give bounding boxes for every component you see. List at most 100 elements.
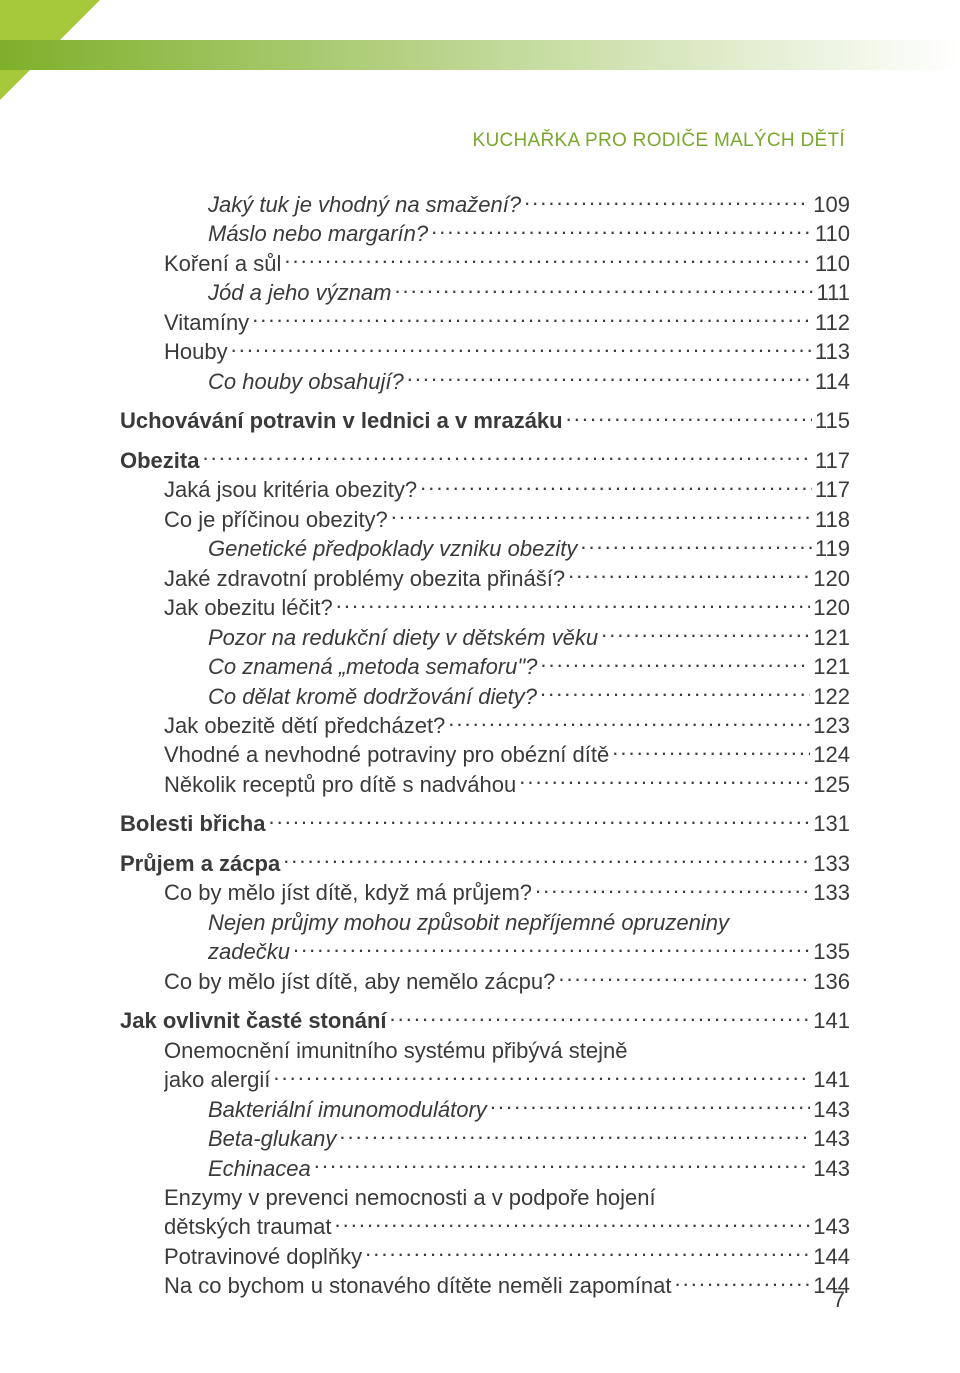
toc-page: 117 [815,475,850,504]
toc-dots [580,534,812,556]
toc-dots [407,367,812,389]
toc-page: 110 [815,219,850,248]
toc-dots [314,1154,811,1176]
toc-page: 124 [813,740,850,769]
toc-page: 111 [817,278,850,307]
toc-label: Co dělat kromě dodržování diety? [208,682,537,711]
toc-page: 143 [813,1124,850,1153]
toc-page: 141 [813,1006,850,1035]
toc-dots [601,623,810,645]
toc-dots [284,249,812,271]
toc-page: 125 [813,770,850,799]
toc-entry: Jód a jeho význam111 [208,278,850,307]
toc-dots [535,878,810,900]
page-number: 7 [833,1287,845,1313]
toc-entry: Onemocnění imunitního systému přibývá st… [120,1036,850,1095]
toc-entry: Nejen průjmy mohou způsobit nepříjemné o… [120,908,850,967]
toc-line: jako alergií 141 [164,1065,850,1094]
toc-label: Vhodné a nevhodné potraviny pro obézní d… [164,740,609,769]
toc-dots [448,711,810,733]
toc-label: Co houby obsahují? [208,367,404,396]
toc-dots [365,1242,810,1264]
toc-dots [675,1271,811,1293]
toc-label: Jak ovlivnit časté stonání [120,1006,387,1035]
toc-label: Co je příčinou obezity? [164,505,388,534]
toc-entry: Bakteriální imunomodulátory 143 [208,1095,850,1124]
toc-dots [336,593,811,615]
toc-entry: Co by mělo jíst dítě, aby nemělo zácpu? 1… [164,967,850,996]
toc-label: Co by mělo jíst dítě, aby nemělo zácpu? [164,967,555,996]
toc-dots [268,809,810,831]
toc-page: 141 [813,1065,850,1094]
toc-entry: Jaké zdravotní problémy obezita přináší?… [164,564,850,593]
toc-dots [335,1212,811,1234]
toc-label: Beta-glukany [208,1124,336,1153]
toc-label: Bolesti břicha [120,809,265,838]
toc-line: dětských traumat143 [164,1212,850,1241]
toc-dots [540,652,810,674]
toc-label: Genetické předpoklady vzniku obezity [208,534,577,563]
toc-dots [566,406,812,428]
toc-dots [612,740,810,762]
toc-label: jako alergií [164,1065,270,1094]
toc-page: 143 [813,1154,850,1183]
toc-entry: Enzymy v prevenci nemocnosti a v podpoře… [120,1183,850,1242]
toc-entry: Genetické předpoklady vzniku obezity 119 [208,534,850,563]
toc-label: Vitamíny [164,308,249,337]
toc-entry: Vitamíny 112 [164,308,850,337]
toc-page: 114 [815,367,850,396]
toc-label: Bakteriální imunomodulátory [208,1095,487,1124]
toc-page: 135 [813,937,850,966]
toc-entry: Koření a sůl110 [164,249,850,278]
toc-label: Jaké zdravotní problémy obezita přináší? [164,564,565,593]
toc-label: Co znamená „metoda semaforu"? [208,652,537,681]
toc-entry: Několik receptů pro dítě s nadváhou 125 [164,770,850,799]
toc-dots [231,337,812,359]
toc-page: 117 [815,446,850,475]
toc-entry: Vhodné a nevhodné potraviny pro obézní d… [164,740,850,769]
toc-page: 112 [815,308,850,337]
toc-entry: Co znamená „metoda semaforu"? 121 [208,652,850,681]
toc-entry: Jak obezitě dětí předcházet?123 [164,711,850,740]
toc-label: Nejen průjmy mohou způsobit nepříjemné o… [208,908,850,937]
toc-content: Jaký tuk je vhodný na smažení?109Máslo n… [120,190,850,1301]
toc-label: Jaká jsou kritéria obezity? [164,475,417,504]
toc-entry: Obezita117 [120,446,850,475]
toc-entry: Houby113 [164,337,850,366]
toc-page: 113 [815,337,850,366]
toc-line: zadečku 135 [208,937,850,966]
toc-page: 121 [813,652,850,681]
toc-dots [293,937,810,959]
toc-page: 121 [813,623,850,652]
toc-entry: Jak ovlivnit časté stonání 141 [120,1006,850,1035]
toc-entry: Jaká jsou kritéria obezity? 117 [164,475,850,504]
toc-dots [252,308,812,330]
toc-page: 119 [815,534,850,563]
toc-entry: Echinacea 143 [208,1154,850,1183]
toc-entry: Bolesti břicha131 [120,809,850,838]
toc-entry: Co dělat kromě dodržování diety?122 [208,682,850,711]
toc-entry: Co houby obsahují? 114 [208,367,850,396]
toc-entry: Průjem a zácpa133 [120,849,850,878]
toc-label: Echinacea [208,1154,311,1183]
toc-entry: Co je příčinou obezity?118 [164,505,850,534]
toc-label: dětských traumat [164,1212,332,1241]
toc-entry: Beta-glukany 143 [208,1124,850,1153]
toc-entry: Uchovávání potravin v lednici a v mrazák… [120,406,850,435]
toc-entry: Co by mělo jíst dítě, když má průjem?133 [164,878,850,907]
toc-dots [394,278,813,300]
toc-page: 136 [813,967,850,996]
toc-label: Na co bychom u stonavého dítěte neměli z… [164,1271,672,1300]
toc-label: Onemocnění imunitního systému přibývá st… [164,1036,850,1065]
toc-label: Uchovávání potravin v lednici a v mrazák… [120,406,563,435]
running-head: KUCHAŘKA PRO RODIČE MALÝCH DĚTÍ [473,130,845,152]
toc-page: 110 [815,249,850,278]
toc-page: 133 [813,849,850,878]
toc-label: zadečku [208,937,290,966]
toc-entry: Máslo nebo margarín?110 [208,219,850,248]
toc-page: 120 [813,564,850,593]
toc-label: Několik receptů pro dítě s nadváhou [164,770,516,799]
toc-page: 109 [813,190,850,219]
toc-label: Jak obezitě dětí předcházet? [164,711,445,740]
toc-page: 143 [813,1095,850,1124]
